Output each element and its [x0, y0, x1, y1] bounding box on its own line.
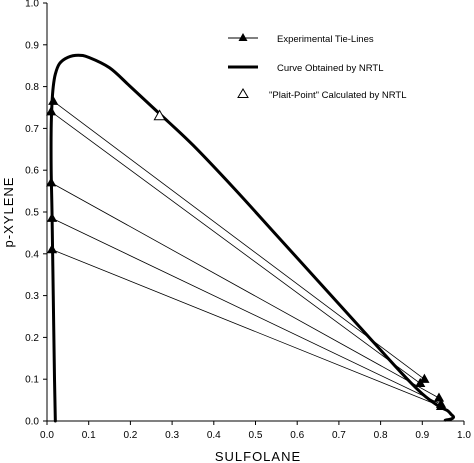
- nrtl-binodal-curve: [49, 53, 456, 423]
- x-tick-label: 0.1: [82, 430, 96, 441]
- legend-triangle-filled-icon: [238, 33, 248, 41]
- tick-labels: 0.0 0.1 0.2 0.3 0.4 0.5 0.6 0.7 0.8 0.9 1.0 0.0 0.1 0…: [25, 0, 471, 441]
- y-tick-label: 1.0: [25, 0, 39, 10]
- plait-point-marker: [153, 109, 166, 121]
- tie-line: [51, 217, 442, 405]
- x-tick-label: 0.4: [207, 430, 221, 441]
- x-tick-label: 0.7: [332, 430, 346, 441]
- tie-line-raffinate-point: [46, 212, 58, 222]
- y-tick-label: 0.6: [25, 166, 39, 177]
- x-tick-label: 0.6: [290, 430, 304, 441]
- legend: Experimental Tie-Lines Curve Obtained by…: [228, 33, 407, 101]
- legend-triangle-open-icon: [237, 88, 249, 98]
- x-tick-label: 0.5: [249, 430, 263, 441]
- tie-line: [50, 182, 440, 399]
- y-tick-label: 0.8: [25, 82, 39, 93]
- tie-line: [53, 100, 425, 380]
- tie-line-raffinate-point: [46, 106, 57, 116]
- x-tick-label: 0.8: [374, 430, 388, 441]
- y-tick-label: 0.7: [25, 124, 39, 135]
- tie-line-extract-point: [435, 398, 447, 408]
- y-tick-label: 0.9: [25, 40, 39, 51]
- y-tick-label: 0.1: [25, 375, 39, 386]
- x-axis-label: SULFOLANE: [215, 449, 301, 463]
- y-axis-label: p-XYLENE: [1, 177, 16, 248]
- tick-marks: [43, 2, 465, 425]
- tie-line: [50, 111, 421, 384]
- tie-line: [51, 249, 442, 407]
- tie-line-raffinate-point: [48, 95, 59, 105]
- plot-area: [46, 53, 456, 423]
- x-tick-label: 1.0: [457, 430, 471, 441]
- tie-line-raffinate-point: [46, 177, 57, 187]
- y-tick-label: 0.0: [25, 417, 39, 428]
- tie-line-raffinate-point: [46, 244, 58, 254]
- tie-line-extract-point: [433, 392, 445, 402]
- y-tick-label: 0.4: [25, 249, 39, 260]
- y-tick-label: 0.5: [25, 208, 39, 219]
- legend-tie-lines-label: Experimental Tie-Lines: [277, 34, 374, 45]
- x-tick-label: 0.9: [415, 430, 429, 441]
- y-tick-label: 0.2: [25, 333, 39, 344]
- x-tick-label: 0.2: [123, 430, 137, 441]
- x-tick-label: 0.3: [165, 430, 179, 441]
- x-tick-label: 0.0: [40, 430, 54, 441]
- y-tick-label: 0.3: [25, 291, 39, 302]
- legend-nrtl-curve-label: Curve Obtained by NRTL: [277, 63, 384, 74]
- legend-plait-point-label: "Plait-Point" Calculated by NRTL: [269, 90, 407, 101]
- tie-line-extract-point: [419, 373, 430, 383]
